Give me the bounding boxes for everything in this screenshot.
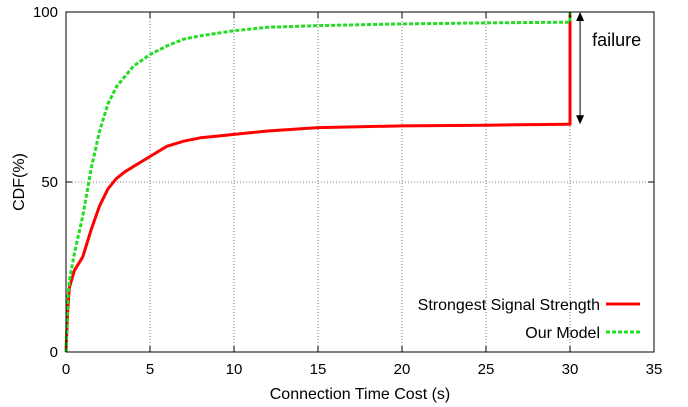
x-tick-label: 0 [62, 361, 70, 378]
annotations: failure [576, 12, 641, 125]
x-tick-label: 25 [478, 361, 495, 378]
legend-label: Our Model [525, 325, 600, 342]
series-lines [64, 12, 572, 353]
x-tick-label: 30 [562, 361, 579, 378]
y-axis-label: CDF(%) [11, 153, 28, 211]
legend-label: Strongest Signal Strength [418, 297, 600, 314]
grid-lines [66, 12, 654, 352]
legend: Strongest Signal Strength Our Model [418, 297, 640, 342]
annotation-arrowhead-top [576, 12, 585, 21]
y-tick-label: 50 [41, 174, 58, 191]
annotation-arrowhead-bottom [576, 115, 585, 125]
x-tick-label: 15 [310, 361, 327, 378]
series-line [64, 12, 572, 353]
x-tick-label: 5 [146, 361, 154, 378]
axis-ticks: 0 5 10 15 20 25 30 35 0 50 100 [33, 4, 662, 378]
x-axis-label: Connection Time Cost (s) [270, 386, 451, 403]
x-tick-label: 20 [394, 361, 411, 378]
y-tick-label: 0 [50, 344, 58, 361]
annotation-label: failure [592, 30, 641, 50]
y-tick-label: 100 [33, 4, 58, 21]
x-tick-label: 35 [646, 361, 663, 378]
x-tick-label: 10 [226, 361, 243, 378]
